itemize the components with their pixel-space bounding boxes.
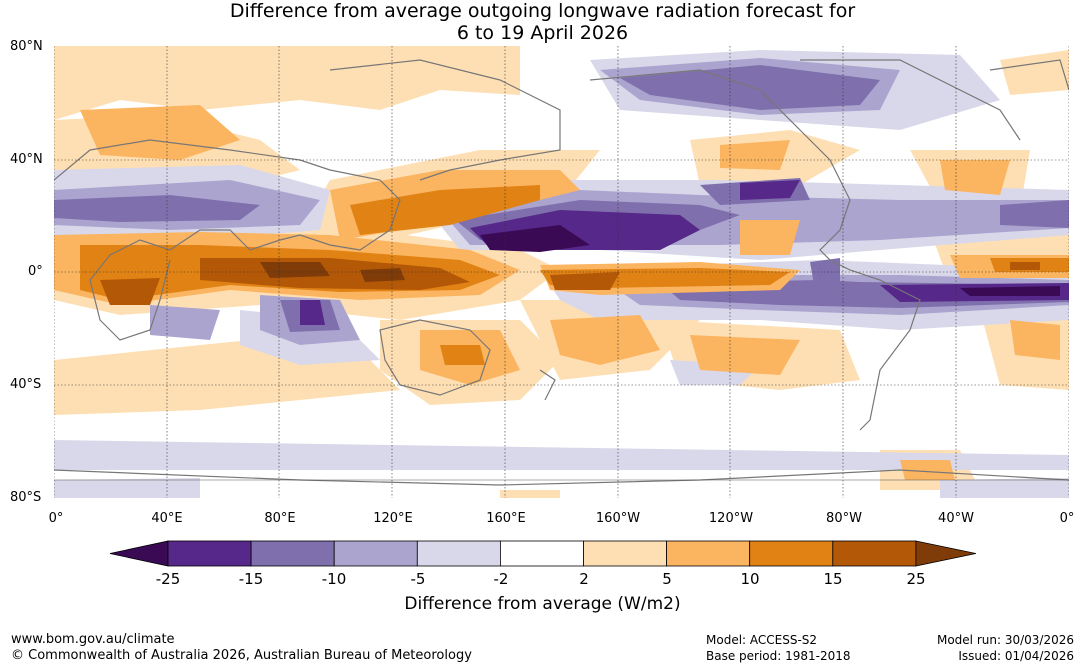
- footer-base-period: Base period: 1981-2018: [706, 649, 851, 663]
- colorbar: [109, 540, 976, 567]
- colorbar-swatch: [666, 540, 751, 567]
- graticule: [54, 46, 1069, 498]
- map-title-line2: 6 to 19 April 2026: [456, 22, 629, 44]
- lon-label-160w: 160°W: [595, 511, 641, 526]
- footer-model: Model: ACCESS-S2: [706, 633, 818, 647]
- map-title-line1: Difference from average outgoing longwav…: [229, 0, 856, 22]
- colorbar-swatch: [583, 540, 667, 567]
- lon-label-80w: 80°W: [826, 511, 862, 526]
- footer-copyright: © Commonwealth of Australia 2026, Austra…: [11, 648, 472, 663]
- colorbar-label: 10: [740, 570, 760, 588]
- colorbar-swatch: [250, 540, 335, 567]
- lon-label-0-east: 0°: [1059, 511, 1075, 526]
- lon-label-120e: 120°E: [373, 511, 413, 526]
- lon-label-80e: 80°E: [264, 511, 296, 526]
- colorbar-label: 25: [906, 570, 926, 588]
- colorbar-label: 2: [579, 570, 589, 588]
- colorbar-label: -25: [155, 570, 181, 588]
- lat-label-80s: 80°S: [10, 490, 42, 505]
- colorbar-label: -15: [238, 570, 264, 588]
- lat-label-40n: 40°N: [10, 152, 43, 167]
- colorbar-label: -2: [493, 570, 509, 588]
- lat-label-0: 0°: [28, 264, 43, 279]
- colorbar-swatch: [499, 540, 584, 567]
- colorbar-label: 15: [823, 570, 843, 588]
- colorbar-label: -10: [321, 570, 347, 588]
- lon-label-0: 0°: [48, 511, 64, 526]
- colorbar-extend-low: [109, 540, 169, 567]
- footer-url: www.bom.gov.au/climate: [11, 632, 175, 647]
- colorbar-label: -5: [410, 570, 426, 588]
- colorbar-extend-high: [915, 540, 976, 567]
- colorbar-swatch: [416, 540, 501, 567]
- footer-issued: Issued: 01/04/2026: [958, 649, 1074, 663]
- colorbar-label: 5: [662, 570, 672, 588]
- lat-label-40s: 40°S: [10, 377, 42, 392]
- lon-label-120w: 120°W: [708, 511, 754, 526]
- lon-label-160e: 160°E: [486, 511, 526, 526]
- anomaly-below-25: [480, 225, 1060, 296]
- colorbar-swatch: [749, 540, 834, 567]
- anomaly-field: [54, 46, 1069, 498]
- anomaly-above-25: [260, 262, 405, 282]
- colorbar-title: Difference from average (W/m2): [404, 594, 681, 614]
- colorbar-swatch: [333, 540, 418, 567]
- footer-model-run: Model run: 30/03/2026: [936, 633, 1074, 647]
- lon-label-40e: 40°E: [151, 511, 183, 526]
- lat-label-80n: 80°N: [10, 39, 43, 54]
- colorbar-swatch: [167, 540, 252, 567]
- lon-label-40w: 40°W: [938, 511, 974, 526]
- colorbar-swatch: [832, 540, 917, 567]
